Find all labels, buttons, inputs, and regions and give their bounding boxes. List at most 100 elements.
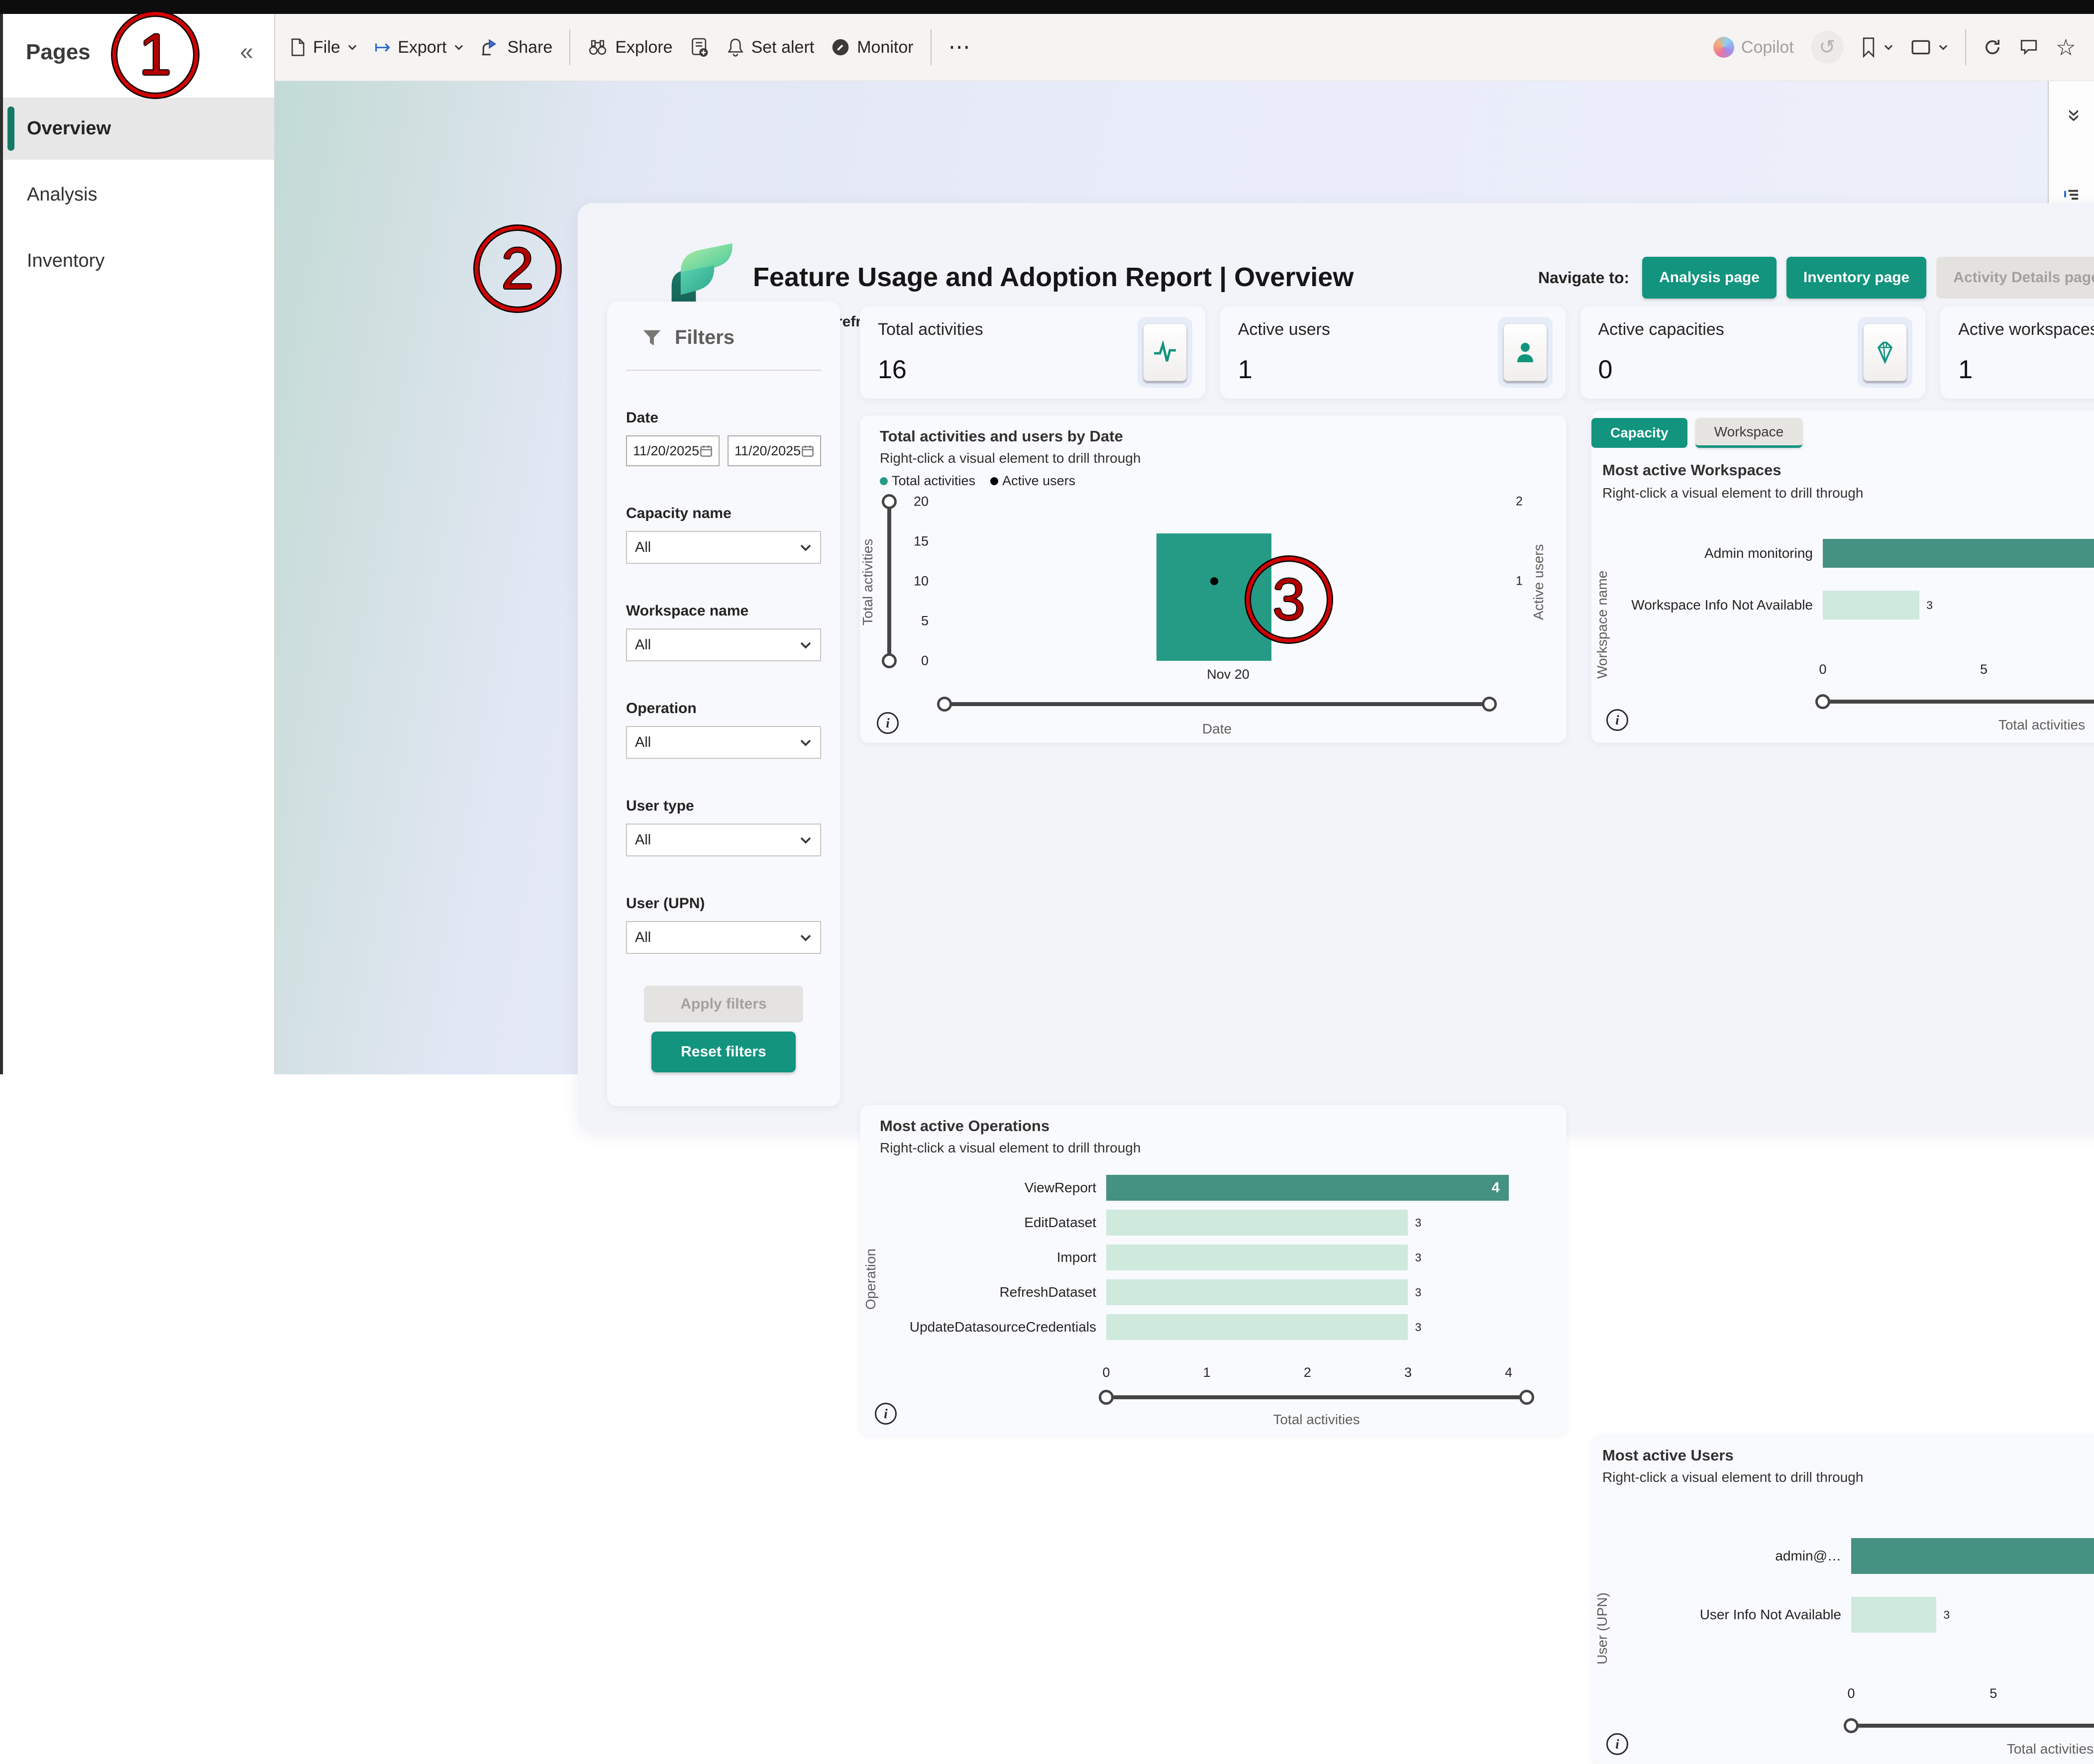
workspace-name-select[interactable]: All <box>626 628 821 661</box>
report-page: Feature Usage and Adoption Report | Over… <box>578 203 2094 1764</box>
slider-handle[interactable] <box>1482 697 1497 712</box>
slider-handle[interactable] <box>882 494 897 509</box>
monitor-button[interactable]: Monitor <box>831 38 914 57</box>
comments-button[interactable] <box>2019 38 2039 57</box>
slider-handle[interactable] <box>1844 1718 1859 1733</box>
activity-details-page-button[interactable]: Activity Details page <box>1936 257 2094 299</box>
sidebar-item-analysis[interactable]: Analysis <box>3 164 274 226</box>
pages-header: Pages « <box>3 14 274 65</box>
chevron-down-icon <box>1939 45 1948 50</box>
new-report-button[interactable] <box>690 37 710 58</box>
view-button[interactable] <box>1910 38 1948 56</box>
bar-workspace-info-not-available[interactable] <box>1823 591 1920 620</box>
bar-track: 3 <box>1823 591 2094 620</box>
copilot-button[interactable]: Copilot <box>1713 37 1794 58</box>
slider-track[interactable] <box>887 502 891 661</box>
bookmarks-button[interactable] <box>1861 37 1893 58</box>
bar-user-info-not-available[interactable] <box>1851 1597 1937 1633</box>
y-axis-title: Total activities <box>860 538 875 626</box>
analysis-page-button[interactable]: Analysis page <box>1642 257 1777 299</box>
slider-track[interactable] <box>1851 1724 2094 1728</box>
slider-handle[interactable] <box>1099 1390 1114 1405</box>
info-icon[interactable]: i <box>1606 709 1628 731</box>
set-alert-button[interactable]: Set alert <box>727 37 814 57</box>
y-axis-title: Operation <box>863 1248 878 1310</box>
tick-label: 4 <box>1505 1365 1513 1380</box>
x-axis-title: Total activities <box>1273 1412 1360 1427</box>
x-axis-range-slider[interactable] <box>937 697 1497 712</box>
file-menu[interactable]: File <box>289 38 357 57</box>
x-axis-range-slider[interactable] <box>1815 694 2094 709</box>
expand-filters-icon[interactable]: « <box>2058 109 2085 122</box>
legend-item[interactable]: Total activities <box>880 473 975 489</box>
undo-button[interactable]: ↺ <box>1810 31 1844 64</box>
more-options-button[interactable]: ⋯ <box>948 36 970 58</box>
user-upn-select[interactable]: All <box>626 921 821 954</box>
refresh-icon <box>1983 38 2002 57</box>
bar-value-label: 3 <box>1926 598 1933 612</box>
bar-admin-monitoring[interactable] <box>1823 539 2094 568</box>
filter-label: User type <box>626 798 694 814</box>
x-axis-range-slider[interactable] <box>1099 1390 1534 1405</box>
bar-rows: Admin monitoring 13 Workspace Info Not Ava… <box>1602 536 2094 623</box>
category-label: RefreshDataset <box>999 1284 1096 1300</box>
slider-track[interactable] <box>1823 700 2094 704</box>
category-label: ViewReport <box>1024 1180 1096 1195</box>
sidebar-item-overview[interactable]: Overview <box>3 98 274 160</box>
date-from-input[interactable]: 11/20/2025 <box>626 435 720 466</box>
slider-track[interactable] <box>1106 1395 1527 1399</box>
person-icon[interactable] <box>1503 323 1547 381</box>
legend-item[interactable]: Active users <box>990 473 1075 489</box>
funnel-icon <box>642 329 662 347</box>
export-menu[interactable]: ↦ Export <box>374 37 464 57</box>
y-axis-range-slider[interactable] <box>882 494 897 668</box>
info-icon[interactable]: i <box>1606 1733 1628 1755</box>
chart-legend: Total activities Active users <box>880 473 1075 489</box>
explore-button[interactable]: Explore <box>587 38 673 57</box>
chart-toggle-group: Capacity Workspace <box>1591 418 1803 448</box>
diamond-icon[interactable] <box>1863 323 1907 381</box>
operation-select[interactable]: All <box>626 726 821 759</box>
capacity-name-select[interactable]: All <box>626 531 821 564</box>
slider-track[interactable] <box>944 702 1489 706</box>
toggle-capacity[interactable]: Capacity <box>1591 418 1687 448</box>
filter-panel-title: Filters <box>675 326 735 348</box>
file-icon <box>289 38 306 57</box>
reset-filters-button[interactable]: Reset filters <box>651 1032 796 1072</box>
slider-handle[interactable] <box>882 653 897 668</box>
bar-track: 4 <box>1106 1175 1527 1201</box>
slider-handle[interactable] <box>937 697 952 712</box>
x-axis-range-slider[interactable] <box>1844 1718 2094 1733</box>
tick-label: 10 <box>913 573 929 589</box>
filter-lines-icon[interactable] <box>2063 189 2080 204</box>
bar-admin-[interactable] <box>1851 1538 2094 1574</box>
bar-track: 13 <box>1823 539 2094 568</box>
apply-filters-button[interactable]: Apply filters <box>644 986 803 1023</box>
date-to-input[interactable]: 11/20/2025 <box>728 435 821 466</box>
toggle-workspace[interactable]: Workspace <box>1695 418 1803 448</box>
bar-editdataset[interactable] <box>1106 1210 1408 1236</box>
collapse-pages-icon[interactable]: « <box>240 39 253 65</box>
sidebar-item-inventory[interactable]: Inventory <box>3 230 274 292</box>
bar-viewreport[interactable]: 4 <box>1106 1175 1509 1201</box>
refresh-button[interactable] <box>1983 38 2002 57</box>
category-label: Workspace Info Not Available <box>1631 597 1813 613</box>
report-toolbar: File ↦ Export Share Explore Set alert Mo… <box>275 14 2094 81</box>
bar-refreshdataset[interactable] <box>1106 1279 1408 1305</box>
kpi-label: Active capacities <box>1598 320 1724 339</box>
favorite-button[interactable]: ☆ <box>2056 36 2076 59</box>
pulse-icon[interactable] <box>1143 323 1187 381</box>
slider-handle[interactable] <box>1815 694 1830 709</box>
slider-handle[interactable] <box>1519 1390 1534 1405</box>
info-icon[interactable]: i <box>877 712 899 734</box>
bar-import[interactable] <box>1106 1245 1408 1270</box>
dot-active-users[interactable] <box>1210 577 1218 585</box>
share-button[interactable]: Share <box>481 38 552 57</box>
kpi-label: Total activities <box>878 320 983 339</box>
info-icon[interactable]: i <box>875 1403 897 1425</box>
inventory-page-button[interactable]: Inventory page <box>1786 257 1927 299</box>
x-axis-ticks: 0 1 2 3 4 <box>1102 1365 1527 1382</box>
user-type-select[interactable]: All <box>626 824 821 856</box>
column-total-activities[interactable] <box>1156 533 1271 661</box>
bar-updatedatasourcecredentials[interactable] <box>1106 1314 1408 1340</box>
